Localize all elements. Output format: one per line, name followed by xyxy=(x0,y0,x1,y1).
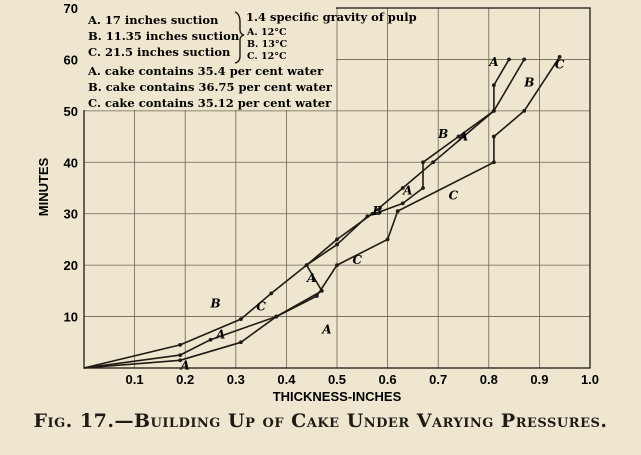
legend: A. 17 inches suction B. 11.35 inches suc… xyxy=(87,10,417,110)
y-tick-label: 40 xyxy=(64,155,78,170)
data-point-b xyxy=(304,263,309,268)
legend-temp-0: A. 12°C xyxy=(246,27,287,38)
data-point-b xyxy=(269,291,274,296)
axis-ticks: 0.1 0.2 0.3 0.4 0.5 0.6 0.7 0.8 0.9 1.0 10 20 30 40 50… xyxy=(64,1,600,387)
data-point-a xyxy=(400,201,405,206)
data-point-b xyxy=(400,186,405,190)
x-tick-label: 0.9 xyxy=(530,372,548,387)
data-point-a xyxy=(507,57,511,62)
data-point-c xyxy=(491,134,496,139)
x-tick-label: 0.8 xyxy=(480,372,498,387)
data-point-c xyxy=(274,314,279,319)
x-tick-label: 1.0 xyxy=(581,372,599,387)
annotation-label: A xyxy=(321,322,331,336)
data-point-a xyxy=(421,186,425,190)
legend-line-5: C. cake contains 35.12 per cent water xyxy=(88,96,332,110)
x-tick-label: 0.1 xyxy=(126,372,144,387)
data-point-b xyxy=(238,317,243,322)
annotation-label: B xyxy=(523,76,534,90)
legend-brace xyxy=(234,11,245,64)
data-point-a xyxy=(421,160,425,165)
annotation-label: A xyxy=(458,130,468,144)
series-line-b xyxy=(83,58,525,369)
series-line-c xyxy=(83,56,561,369)
data-point-c xyxy=(178,358,183,363)
y-tick-label: 50 xyxy=(64,104,78,119)
legend-temp-1: B. 13°C xyxy=(247,39,288,50)
x-tick-label: 0.5 xyxy=(328,372,346,387)
annotation-label: A xyxy=(180,358,190,372)
data-point-a xyxy=(335,242,339,247)
legend-temp-2: C. 12°C xyxy=(247,51,287,62)
legend-line-4: B. cake contains 36.75 per cent water xyxy=(88,80,333,94)
plot-frame xyxy=(83,7,591,369)
annotation-label: C xyxy=(449,189,459,203)
x-axis-title: THICKNESS-INCHES xyxy=(273,389,402,404)
data-point-c xyxy=(385,237,390,242)
data-point-c xyxy=(395,209,400,214)
x-tick-label: 0.4 xyxy=(277,372,296,387)
data-point-b xyxy=(178,342,183,347)
data-point-b xyxy=(431,160,436,165)
plot-border xyxy=(83,7,591,369)
series-lines xyxy=(83,54,562,369)
x-tick-label: 0.2 xyxy=(176,372,194,387)
y-axis-title: MINUTES xyxy=(36,157,51,216)
annotation-label: B xyxy=(371,204,382,218)
annotation-label: B xyxy=(209,297,220,311)
data-point-a xyxy=(208,337,213,342)
x-tick-label: 0.3 xyxy=(227,372,245,387)
annotation-label: A xyxy=(402,184,412,198)
annotation-label: A xyxy=(488,55,498,69)
annotation-label: B xyxy=(437,127,448,141)
legend-box xyxy=(78,6,336,110)
x-tick-label: 0.7 xyxy=(429,372,447,387)
annotation-label: C xyxy=(555,58,565,72)
legend-line-3: A. cake contains 35.4 per cent water xyxy=(87,64,324,78)
legend-line-0: A. 17 inches suction xyxy=(87,13,219,27)
y-tick-label: 70 xyxy=(64,1,78,16)
data-point-a xyxy=(491,83,496,88)
legend-gravity: 1.4 specific gravity of pulp xyxy=(246,10,417,24)
annotation-label: C xyxy=(256,299,266,313)
data-point-c xyxy=(557,54,562,59)
data-point-c xyxy=(491,160,496,165)
data-point-b xyxy=(522,57,527,62)
annotation-label: A xyxy=(215,328,225,342)
figure-caption: Fig. 17.—Building Up of Cake Under Varyi… xyxy=(33,410,608,432)
annotation-label: C xyxy=(352,253,362,267)
x-tick-label: 0.6 xyxy=(379,372,397,387)
data-point-b xyxy=(491,108,496,113)
data-point-b xyxy=(370,211,375,216)
grid xyxy=(84,8,590,368)
legend-line-1: B. 11.35 inches suction xyxy=(88,29,240,43)
data-point-c xyxy=(314,294,319,298)
data-point-c xyxy=(238,340,243,345)
data-point-b xyxy=(335,237,339,242)
data-point-c xyxy=(522,108,527,113)
y-tick-label: 20 xyxy=(64,258,78,273)
y-tick-label: 60 xyxy=(64,52,78,67)
data-point-c xyxy=(335,263,339,268)
y-tick-label: 30 xyxy=(64,207,78,222)
y-tick-label: 10 xyxy=(64,310,78,325)
annotation-label: A xyxy=(306,271,316,285)
data-point-a xyxy=(178,353,183,358)
data-point-a xyxy=(456,134,461,139)
data-point-b xyxy=(461,134,466,139)
legend-line-2: C. 21.5 inches suction xyxy=(88,45,231,59)
